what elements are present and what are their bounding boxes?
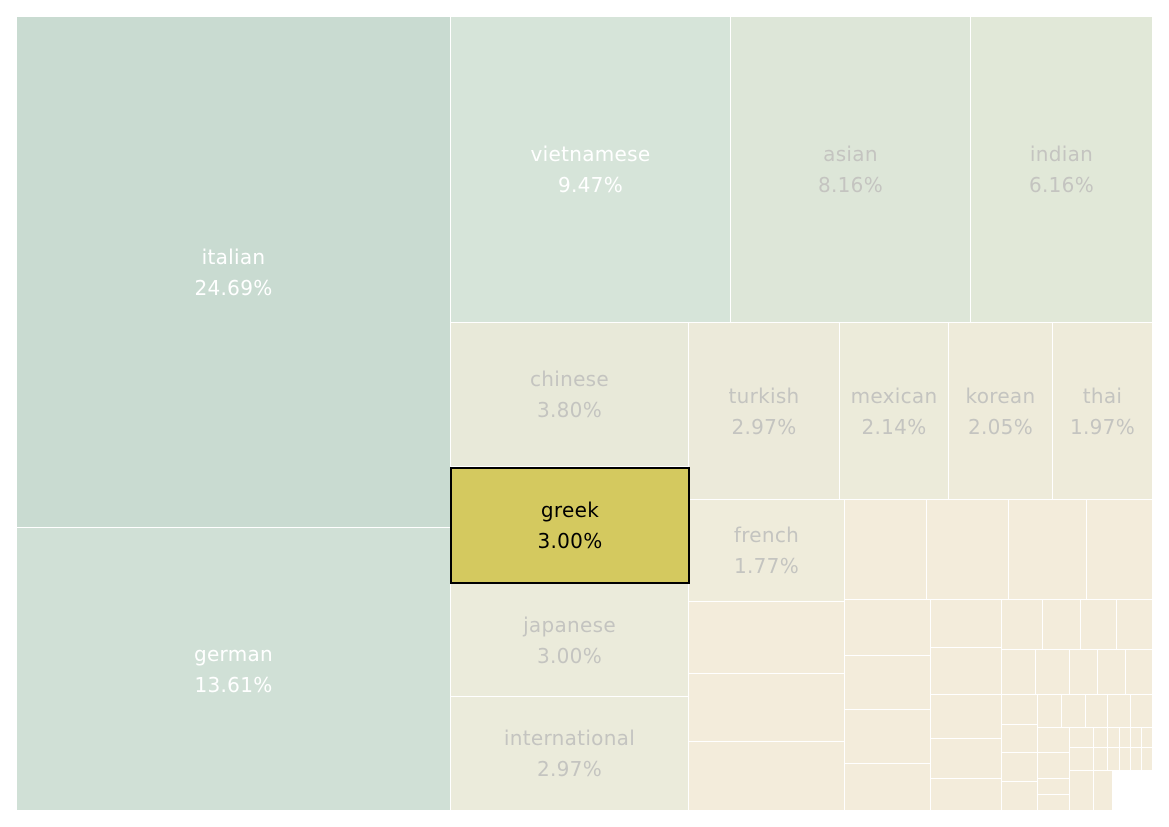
treemap-cell-unlabeled[interactable] bbox=[1117, 600, 1153, 650]
treemap-cell-thai[interactable]: thai 1.97% bbox=[1053, 323, 1153, 500]
treemap-cell-unlabeled[interactable] bbox=[1126, 650, 1153, 695]
treemap-cell-unlabeled[interactable] bbox=[1081, 600, 1117, 650]
treemap-cell-unlabeled[interactable] bbox=[1038, 795, 1070, 811]
treemap-cell-unlabeled[interactable] bbox=[1070, 728, 1094, 748]
treemap-cell-unlabeled[interactable] bbox=[689, 742, 845, 811]
treemap-cell-unlabeled[interactable] bbox=[1108, 695, 1131, 728]
treemap-cell-label: greek bbox=[540, 498, 600, 522]
treemap-cell-vietnamese[interactable]: vietnamese 9.47% bbox=[451, 17, 731, 323]
treemap-cell-value: 9.47% bbox=[557, 173, 624, 197]
treemap-cell-unlabeled[interactable] bbox=[1094, 771, 1113, 811]
treemap-cell-unlabeled[interactable] bbox=[931, 695, 1002, 739]
treemap-cell-german[interactable]: german 13.61% bbox=[17, 528, 451, 811]
treemap-cell-label: thai bbox=[1082, 384, 1123, 408]
treemap-cell-unlabeled[interactable] bbox=[845, 600, 931, 656]
treemap-cell-unlabeled[interactable] bbox=[1142, 748, 1153, 771]
treemap-cell-label: italian bbox=[201, 245, 266, 269]
treemap-cell-value: 1.77% bbox=[733, 554, 800, 578]
treemap-cell-unlabeled[interactable] bbox=[1087, 500, 1153, 600]
treemap-cell-label: indian bbox=[1029, 142, 1094, 166]
treemap-cell-unlabeled[interactable] bbox=[689, 602, 845, 674]
treemap-cell-unlabeled[interactable] bbox=[845, 710, 931, 764]
treemap-cell-unlabeled[interactable] bbox=[1009, 500, 1087, 600]
treemap-cell-label: chinese bbox=[529, 367, 610, 391]
treemap-cell-value: 2.05% bbox=[967, 415, 1034, 439]
treemap-cell-value: 13.61% bbox=[194, 673, 273, 697]
treemap-cell-asian[interactable]: asian 8.16% bbox=[731, 17, 971, 323]
treemap-cell-unlabeled[interactable] bbox=[845, 764, 931, 811]
treemap-cell-label: japanese bbox=[523, 613, 616, 637]
treemap-cell-unlabeled[interactable] bbox=[1131, 748, 1142, 771]
treemap-cell-label: mexican bbox=[850, 384, 938, 408]
treemap-cell-unlabeled[interactable] bbox=[1002, 725, 1038, 753]
treemap-cell-indian[interactable]: indian 6.16% bbox=[971, 17, 1153, 323]
treemap-cell-unlabeled[interactable] bbox=[1094, 728, 1108, 748]
treemap-cell-unlabeled[interactable] bbox=[1142, 728, 1153, 748]
treemap-cell-unlabeled[interactable] bbox=[1002, 600, 1043, 650]
treemap-cell-unlabeled[interactable] bbox=[1086, 695, 1108, 728]
treemap-cell-unlabeled[interactable] bbox=[1070, 771, 1094, 811]
treemap-cell-value: 1.97% bbox=[1069, 415, 1136, 439]
treemap-cell-french[interactable]: french 1.77% bbox=[689, 500, 845, 602]
treemap-cell-unlabeled[interactable] bbox=[1108, 748, 1120, 771]
treemap-cell-unlabeled[interactable] bbox=[1120, 728, 1131, 748]
treemap-cell-japanese[interactable]: japanese 3.00% bbox=[451, 584, 689, 697]
treemap-cell-value: 2.97% bbox=[731, 415, 797, 439]
treemap-cell-unlabeled[interactable] bbox=[845, 500, 927, 600]
treemap-cell-italian[interactable]: italian 24.69% bbox=[17, 17, 451, 528]
treemap-cell-unlabeled[interactable] bbox=[1038, 695, 1062, 728]
treemap-cell-unlabeled[interactable] bbox=[1094, 748, 1108, 771]
treemap-cell-mexican[interactable]: mexican 2.14% bbox=[840, 323, 949, 500]
treemap-cell-unlabeled[interactable] bbox=[1131, 728, 1142, 748]
treemap-cell-unlabeled[interactable] bbox=[1002, 782, 1038, 811]
treemap-cell-unlabeled[interactable] bbox=[1038, 728, 1070, 753]
treemap-cell-unlabeled[interactable] bbox=[1108, 728, 1120, 748]
treemap-cell-unlabeled[interactable] bbox=[1002, 695, 1038, 725]
treemap-cell-unlabeled[interactable] bbox=[845, 656, 931, 710]
treemap-cell-value: 3.80% bbox=[536, 398, 603, 422]
treemap-cell-value: 24.69% bbox=[194, 276, 273, 300]
treemap-cell-unlabeled[interactable] bbox=[1062, 695, 1086, 728]
treemap-cell-value: 2.97% bbox=[536, 757, 603, 781]
treemap-cell-unlabeled[interactable] bbox=[1036, 650, 1070, 695]
treemap-cell-label: korean bbox=[965, 384, 1036, 408]
treemap-cell-unlabeled[interactable] bbox=[1043, 600, 1081, 650]
treemap-cell-unlabeled[interactable] bbox=[1120, 748, 1131, 771]
treemap-cell-unlabeled[interactable] bbox=[1002, 753, 1038, 782]
treemap-cell-unlabeled[interactable] bbox=[1002, 650, 1036, 695]
treemap-cell-unlabeled[interactable] bbox=[1070, 650, 1098, 695]
treemap-cell-unlabeled[interactable] bbox=[927, 500, 1009, 600]
treemap-cell-unlabeled[interactable] bbox=[931, 648, 1002, 695]
treemap-cell-unlabeled[interactable] bbox=[689, 674, 845, 742]
treemap-cell-label: turkish bbox=[728, 384, 800, 408]
treemap-cell-value: 8.16% bbox=[817, 173, 884, 197]
treemap-cell-value: 3.00% bbox=[536, 644, 603, 668]
treemap-cell-value: 6.16% bbox=[1028, 173, 1095, 197]
treemap-cell-unlabeled[interactable] bbox=[931, 739, 1002, 779]
treemap-cell-korean[interactable]: korean 2.05% bbox=[949, 323, 1053, 500]
treemap-cell-unlabeled[interactable] bbox=[1098, 650, 1126, 695]
treemap-cell-unlabeled[interactable] bbox=[931, 779, 1002, 811]
treemap-cell-unlabeled[interactable] bbox=[1131, 695, 1153, 728]
treemap-cell-unlabeled[interactable] bbox=[1070, 748, 1094, 771]
treemap-cell-unlabeled[interactable] bbox=[1038, 753, 1070, 779]
treemap-cell-greek[interactable]: greek 3.00% bbox=[450, 467, 690, 584]
treemap-cell-value: 3.00% bbox=[537, 529, 603, 553]
treemap-cell-international[interactable]: international 2.97% bbox=[451, 697, 689, 811]
treemap-cell-turkish[interactable]: turkish 2.97% bbox=[689, 323, 840, 500]
treemap-cell-chinese[interactable]: chinese 3.80% bbox=[451, 323, 689, 467]
treemap-cell-label: german bbox=[193, 642, 274, 666]
treemap-cell-label: french bbox=[733, 523, 800, 547]
treemap-cell-label: international bbox=[503, 726, 636, 750]
treemap-cell-unlabeled[interactable] bbox=[1038, 779, 1070, 795]
treemap-cell-unlabeled[interactable] bbox=[931, 600, 1002, 648]
treemap-cell-value: 2.14% bbox=[861, 415, 927, 439]
treemap-cell-label: asian bbox=[823, 142, 878, 166]
treemap-cell-label: vietnamese bbox=[530, 142, 651, 166]
